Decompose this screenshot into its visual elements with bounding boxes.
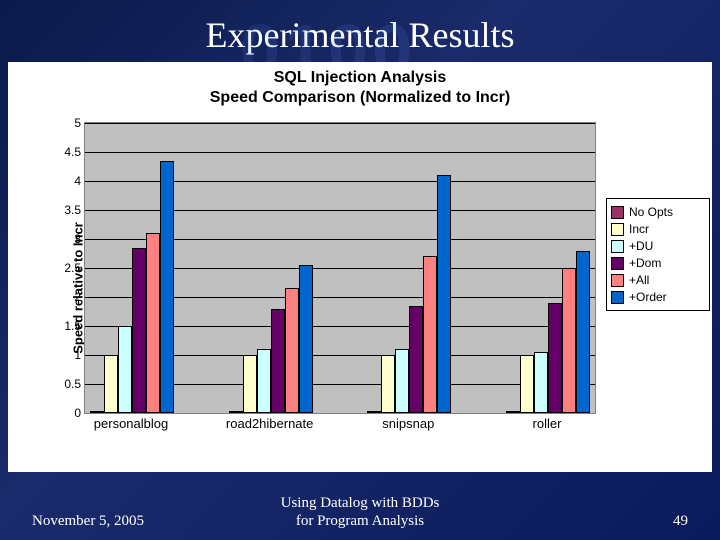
legend-row: +Order (611, 290, 705, 304)
chart-body: Speed relative to Incr 00.511.522.533.54… (8, 118, 712, 458)
bar (576, 251, 590, 413)
grid-line (85, 123, 595, 124)
bar (118, 326, 132, 413)
bar (520, 355, 534, 413)
legend-row: Incr (611, 222, 705, 236)
bar (257, 349, 271, 413)
y-tick: 0.5 (64, 377, 81, 391)
bar (409, 306, 423, 413)
footer-center-line2: for Program Analysis (296, 513, 424, 529)
chart-title-line1: SQL Injection Analysis (274, 69, 447, 86)
legend-swatch (611, 274, 624, 287)
footer-date: November 5, 2005 (32, 513, 144, 530)
bar (437, 175, 451, 413)
y-tick: 3.5 (64, 203, 81, 217)
slide-title: Experimental Results (0, 0, 720, 56)
y-tick: 3 (74, 232, 81, 246)
bar (299, 265, 313, 413)
x-category: roller (533, 416, 562, 431)
bar (271, 309, 285, 413)
chart-title-line2: Speed Comparison (Normalized to Incr) (210, 89, 510, 106)
bar (423, 256, 437, 413)
legend-row: +DU (611, 239, 705, 253)
legend-swatch (611, 223, 624, 236)
grid-line (85, 152, 595, 153)
bar (381, 355, 395, 413)
bar (367, 411, 381, 413)
legend-swatch (611, 240, 624, 253)
bar (506, 411, 520, 413)
legend-label: +DU (629, 239, 653, 253)
bar (160, 161, 174, 413)
legend-row: +Dom (611, 256, 705, 270)
y-tick: 0 (74, 406, 81, 420)
legend-label: +All (629, 273, 649, 287)
bar (548, 303, 562, 413)
legend-label: +Order (629, 290, 667, 304)
y-tick: 1.5 (64, 319, 81, 333)
legend-label: +Dom (629, 256, 661, 270)
legend: No Opts Incr +DU +Dom +All +Order (606, 198, 710, 311)
slide: 0100 Experimental Results SQL Injection … (0, 0, 720, 540)
y-tick: 2.5 (64, 261, 81, 275)
bar (243, 355, 257, 413)
bar (534, 352, 548, 413)
chart-title: SQL Injection Analysis Speed Comparison … (8, 62, 712, 108)
bar (146, 233, 160, 413)
legend-row: +All (611, 273, 705, 287)
y-tick: 4 (74, 174, 81, 188)
legend-swatch (611, 291, 624, 304)
y-tick: 2 (74, 290, 81, 304)
bar (285, 288, 299, 413)
legend-row: No Opts (611, 205, 705, 219)
legend-swatch (611, 257, 624, 270)
legend-label: Incr (629, 222, 649, 236)
plot-area: 00.511.522.533.544.55 (84, 122, 596, 414)
y-tick: 5 (74, 116, 81, 130)
y-tick: 4.5 (64, 145, 81, 159)
x-category: personalblog (94, 416, 168, 431)
chart-panel: SQL Injection Analysis Speed Comparison … (8, 62, 712, 472)
bar (90, 411, 104, 413)
legend-label: No Opts (629, 205, 673, 219)
x-category: road2hibernate (226, 416, 313, 431)
page-number: 49 (673, 513, 688, 530)
bar (132, 248, 146, 413)
bar (104, 355, 118, 413)
y-tick: 1 (74, 348, 81, 362)
legend-swatch (611, 206, 624, 219)
bar (229, 411, 243, 413)
x-category: snipsnap (382, 416, 434, 431)
footer-center-line1: Using Datalog with BDDs (281, 495, 440, 511)
bar (395, 349, 409, 413)
footer-center: Using Datalog with BDDs for Program Anal… (281, 494, 440, 530)
bar (562, 268, 576, 413)
